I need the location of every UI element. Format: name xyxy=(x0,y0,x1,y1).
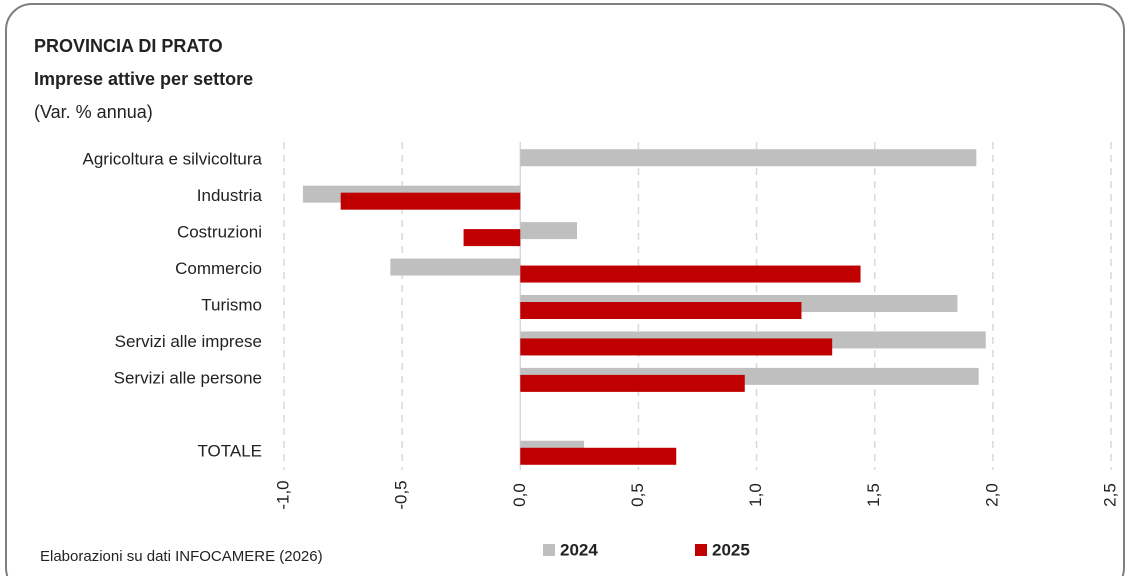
y-tick-label: Servizi alle imprese xyxy=(115,332,262,351)
chart-title: PROVINCIA DI PRATO xyxy=(34,36,223,56)
y-tick-label: Industria xyxy=(197,186,263,205)
x-tick-label: 2,5 xyxy=(1100,483,1119,507)
chart-frame xyxy=(5,3,1125,576)
y-tick-label: Costruzioni xyxy=(177,223,262,242)
bar xyxy=(520,447,677,465)
source-note: Elaborazioni su dati INFOCAMERE (2026) xyxy=(40,548,323,565)
bar xyxy=(463,229,521,247)
bar xyxy=(340,192,521,210)
legend-label: 2024 xyxy=(560,540,598,559)
bar xyxy=(520,222,577,240)
y-tick-label: Turismo xyxy=(201,295,262,314)
y-tick-label: TOTALE xyxy=(197,441,262,460)
bar xyxy=(520,338,833,356)
y-tick-label: Commercio xyxy=(175,259,262,278)
legend-swatch xyxy=(543,544,555,556)
bar xyxy=(520,302,802,319)
bar xyxy=(390,258,521,276)
legend-label: 2025 xyxy=(712,540,750,559)
x-tick-label: 1,5 xyxy=(864,483,883,507)
x-tick-label: -0,5 xyxy=(392,480,411,509)
unit-label: (Var. % annua) xyxy=(34,102,153,122)
bar xyxy=(520,374,745,392)
legend-swatch xyxy=(695,544,707,556)
bar xyxy=(520,149,977,167)
x-tick-label: 1,0 xyxy=(746,483,765,507)
y-tick-label: Agricoltura e silvicoltura xyxy=(82,150,262,169)
y-tick-label: Servizi alle persone xyxy=(114,368,262,387)
x-tick-label: 2,0 xyxy=(982,483,1001,507)
bar xyxy=(520,265,861,283)
x-tick-label: -1,0 xyxy=(273,480,292,509)
x-tick-label: 0,5 xyxy=(628,483,647,507)
chart-subtitle: Imprese attive per settore xyxy=(34,69,253,89)
x-tick-label: 0,0 xyxy=(510,483,529,507)
